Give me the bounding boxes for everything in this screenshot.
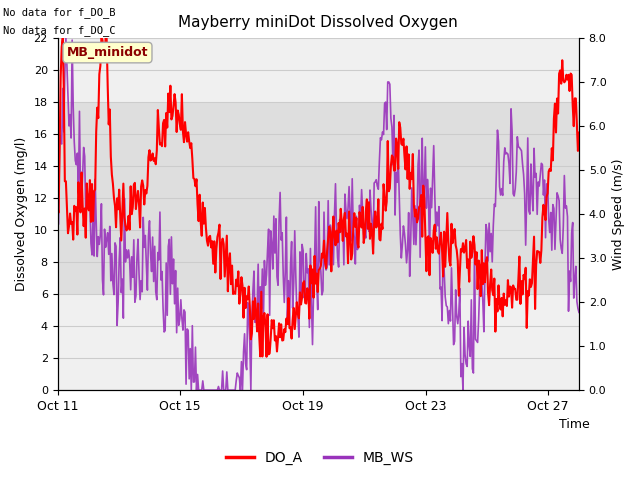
Text: MB_minidot: MB_minidot	[67, 46, 148, 59]
Bar	[58, 102, 579, 294]
Text: No data for f_DO_B: No data for f_DO_B	[3, 7, 116, 18]
Y-axis label: Dissolved Oxygen (mg/l): Dissolved Oxygen (mg/l)	[15, 137, 28, 291]
Text: No data for f_DO_C: No data for f_DO_C	[3, 25, 116, 36]
Y-axis label: Wind Speed (m/s): Wind Speed (m/s)	[612, 158, 625, 270]
X-axis label: Time: Time	[559, 419, 589, 432]
Legend: DO_A, MB_WS: DO_A, MB_WS	[221, 445, 419, 471]
Title: Mayberry miniDot Dissolved Oxygen: Mayberry miniDot Dissolved Oxygen	[179, 15, 458, 30]
